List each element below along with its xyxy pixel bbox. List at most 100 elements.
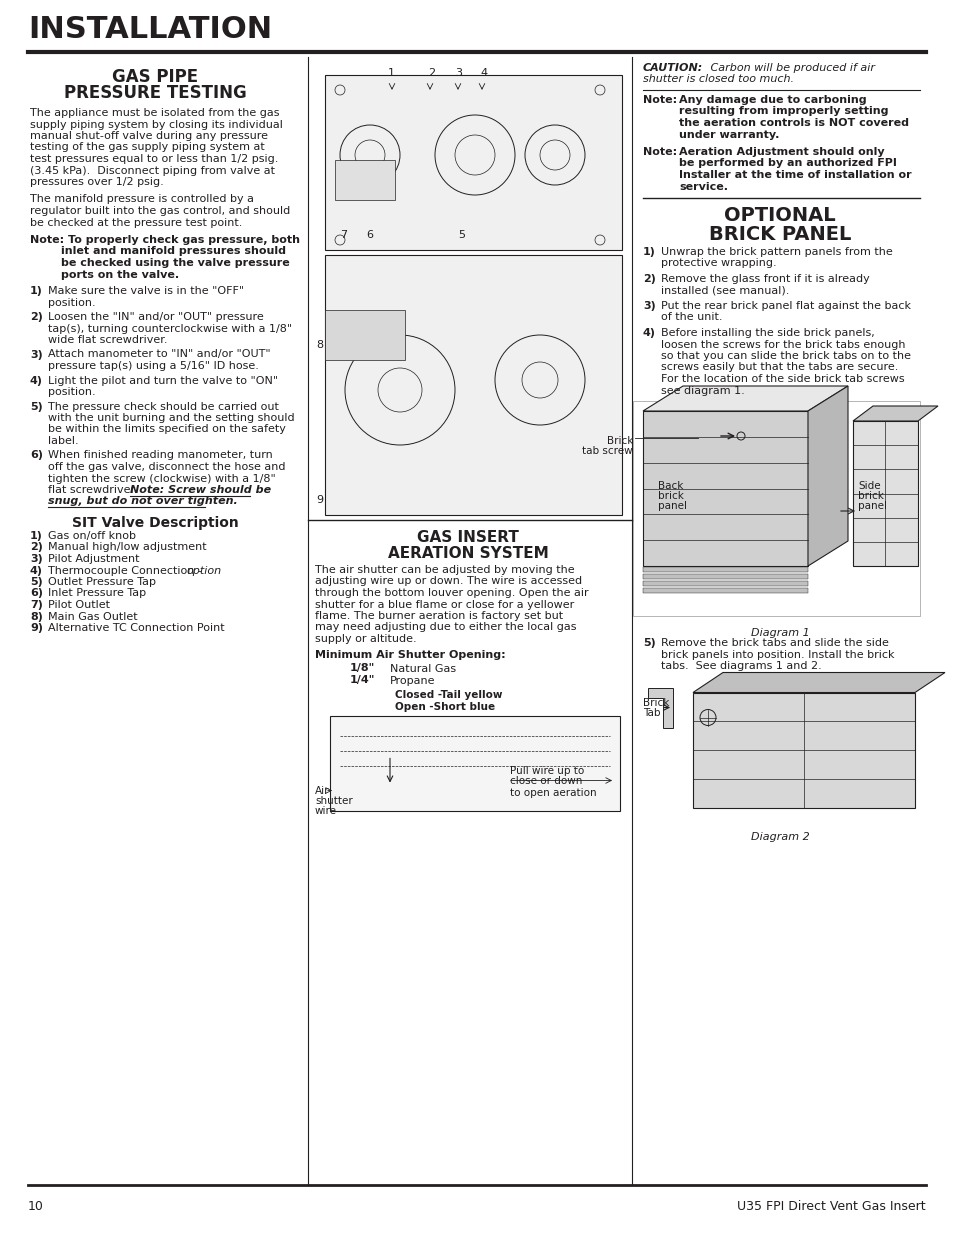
Text: The pressure check should be carried out: The pressure check should be carried out [48,401,278,411]
Text: 2): 2) [642,274,655,284]
Text: pressure tap(s) using a 5/16" ID hose.: pressure tap(s) using a 5/16" ID hose. [48,361,258,370]
Text: Back: Back [658,480,682,492]
Text: OPTIONAL: OPTIONAL [723,206,835,225]
Text: AERATION SYSTEM: AERATION SYSTEM [387,546,548,561]
Text: CAUTION:: CAUTION: [642,63,702,73]
Text: 5): 5) [30,577,43,587]
Text: brick panels into position. Install the brick: brick panels into position. Install the … [660,650,894,659]
Text: tighten the screw (clockwise) with a 1/8": tighten the screw (clockwise) with a 1/8… [48,473,275,483]
Text: BRICK PANEL: BRICK PANEL [708,225,850,245]
Text: wire: wire [314,805,336,815]
Text: close or down: close or down [510,777,581,787]
Text: protective wrapping.: protective wrapping. [660,258,776,268]
Text: of the unit.: of the unit. [660,312,721,322]
Text: loosen the screws for the brick tabs enough: loosen the screws for the brick tabs eno… [660,340,904,350]
Text: Side: Side [857,480,880,492]
Text: supply piping system by closing its individual: supply piping system by closing its indi… [30,120,283,130]
Text: When finished reading manometer, turn: When finished reading manometer, turn [48,451,273,461]
Text: position.: position. [48,298,95,308]
Text: 1): 1) [642,247,655,257]
Text: to open aeration: to open aeration [510,788,596,798]
Text: testing of the gas supply piping system at: testing of the gas supply piping system … [30,142,265,152]
Text: 1/4": 1/4" [350,676,375,685]
Text: 7): 7) [30,600,43,610]
Text: pressures over 1/2 psig.: pressures over 1/2 psig. [30,177,164,186]
Text: installed (see manual).: installed (see manual). [660,285,788,295]
Text: snug, but do not over tighten.: snug, but do not over tighten. [48,496,237,506]
Text: tabs.  See diagrams 1 and 2.: tabs. See diagrams 1 and 2. [660,661,821,671]
Text: 5): 5) [642,638,655,648]
Bar [325,254,621,515]
Text: Pilot Adjustment: Pilot Adjustment [48,555,139,564]
Text: be within the limits specified on the safety: be within the limits specified on the sa… [48,425,286,435]
Bar [642,588,807,593]
Text: Outlet Pressure Tap: Outlet Pressure Tap [48,577,156,587]
Text: Remove the brick tabs and slide the side: Remove the brick tabs and slide the side [660,638,888,648]
Text: Carbon will be produced if air: Carbon will be produced if air [706,63,874,73]
Text: GAS PIPE: GAS PIPE [112,68,198,86]
Text: 3): 3) [642,301,655,311]
Text: Gas on/off knob: Gas on/off knob [48,531,136,541]
Text: Note:: Note: [642,147,677,157]
Text: Light the pilot and turn the valve to "ON": Light the pilot and turn the valve to "O… [48,375,278,385]
Text: 4): 4) [642,329,656,338]
Text: Any damage due to carboning: Any damage due to carboning [679,95,865,105]
Text: 6): 6) [30,451,43,461]
Bar [633,401,919,616]
Text: 4: 4 [479,68,487,78]
Text: Closed -Tail yellow: Closed -Tail yellow [395,690,502,700]
Text: manual shut-off valve during any pressure: manual shut-off valve during any pressur… [30,131,268,141]
Text: inlet and manifold pressures should: inlet and manifold pressures should [30,247,286,257]
Text: 9: 9 [315,495,323,505]
Polygon shape [642,387,847,411]
Text: Loosen the "IN" and/or "OUT" pressure: Loosen the "IN" and/or "OUT" pressure [48,312,263,322]
Text: shutter for a blue flame or close for a yellower: shutter for a blue flame or close for a … [314,599,574,610]
Text: flat screwdriver.: flat screwdriver. [48,485,141,495]
Text: Make sure the valve is in the "OFF": Make sure the valve is in the "OFF" [48,287,244,296]
Bar [325,310,405,359]
Bar [642,567,807,572]
Text: ports on the valve.: ports on the valve. [30,269,179,279]
Text: position.: position. [48,387,95,396]
Text: tab screw: tab screw [581,446,633,456]
Text: PRESSURE TESTING: PRESSURE TESTING [64,84,246,103]
Text: Unwrap the brick pattern panels from the: Unwrap the brick pattern panels from the [660,247,892,257]
Text: 1): 1) [30,287,43,296]
Text: Note: Screw should be: Note: Screw should be [130,485,271,495]
Bar [325,75,621,249]
Text: Put the rear brick panel flat against the back: Put the rear brick panel flat against th… [660,301,910,311]
Text: Main Gas Outlet: Main Gas Outlet [48,611,137,621]
Text: under warranty.: under warranty. [679,130,779,140]
Bar [335,161,395,200]
Text: through the bottom louver opening. Open the air: through the bottom louver opening. Open … [314,588,588,598]
Text: Propane: Propane [390,676,435,685]
Text: Pull wire up to: Pull wire up to [510,766,583,776]
Text: panel: panel [857,501,886,511]
Text: 5): 5) [30,401,43,411]
Text: 4): 4) [30,375,43,385]
Text: label.: label. [48,436,78,446]
Bar [692,693,914,808]
Text: flame. The burner aeration is factory set but: flame. The burner aeration is factory se… [314,611,562,621]
Text: Pilot Outlet: Pilot Outlet [48,600,110,610]
Text: Tab: Tab [642,709,659,719]
Text: Minimum Air Shutter Opening:: Minimum Air Shutter Opening: [314,651,505,661]
Text: be checked at the pressure test point.: be checked at the pressure test point. [30,217,242,227]
Text: 1: 1 [388,68,395,78]
Text: be performed by an authorized FPI: be performed by an authorized FPI [679,158,896,168]
Text: The air shutter can be adjusted by moving the: The air shutter can be adjusted by movin… [314,564,574,576]
Text: 3): 3) [30,350,43,359]
Text: Manual high/low adjustment: Manual high/low adjustment [48,542,207,552]
Text: Note: To properly check gas pressure, both: Note: To properly check gas pressure, bo… [30,235,299,245]
Text: 9): 9) [30,622,43,634]
Text: be checked using the valve pressure: be checked using the valve pressure [30,258,290,268]
Text: 7: 7 [339,230,347,240]
Text: with the unit burning and the setting should: with the unit burning and the setting sh… [48,412,294,424]
Bar [642,574,807,579]
Text: Installer at the time of installation or: Installer at the time of installation or [679,170,911,180]
Text: test pressures equal to or less than 1/2 psig.: test pressures equal to or less than 1/2… [30,154,278,164]
Text: option: option [186,566,221,576]
Text: For the location of the side brick tab screws: For the location of the side brick tab s… [660,374,903,384]
Text: 2): 2) [30,312,43,322]
Text: (3.45 kPa).  Disconnect piping from valve at: (3.45 kPa). Disconnect piping from valve… [30,165,274,175]
